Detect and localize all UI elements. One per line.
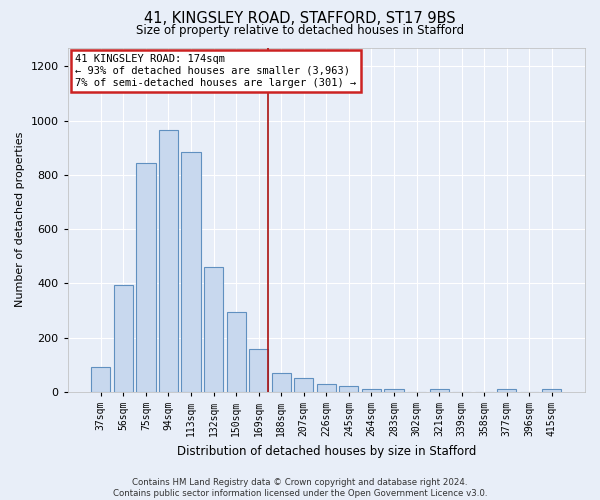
Bar [340, 386, 358, 392]
Bar [114, 285, 133, 392]
Bar [294, 378, 313, 392]
Bar [136, 162, 155, 392]
Bar [317, 384, 336, 392]
Text: Contains HM Land Registry data © Crown copyright and database right 2024.
Contai: Contains HM Land Registry data © Crown c… [113, 478, 487, 498]
Text: 41 KINGSLEY ROAD: 174sqm
← 93% of detached houses are smaller (3,963)
7% of semi: 41 KINGSLEY ROAD: 174sqm ← 93% of detach… [76, 54, 357, 88]
Bar [542, 389, 562, 392]
Bar [272, 373, 291, 392]
Bar [227, 312, 246, 392]
Bar [204, 267, 223, 392]
Text: Size of property relative to detached houses in Stafford: Size of property relative to detached ho… [136, 24, 464, 37]
Text: 41, KINGSLEY ROAD, STAFFORD, ST17 9BS: 41, KINGSLEY ROAD, STAFFORD, ST17 9BS [144, 11, 456, 26]
Bar [159, 130, 178, 392]
Bar [91, 368, 110, 392]
Bar [385, 389, 404, 392]
Bar [362, 389, 381, 392]
Y-axis label: Number of detached properties: Number of detached properties [15, 132, 25, 308]
X-axis label: Distribution of detached houses by size in Stafford: Distribution of detached houses by size … [176, 444, 476, 458]
Bar [430, 389, 449, 392]
Bar [181, 152, 200, 392]
Bar [249, 348, 268, 392]
Bar [497, 389, 517, 392]
